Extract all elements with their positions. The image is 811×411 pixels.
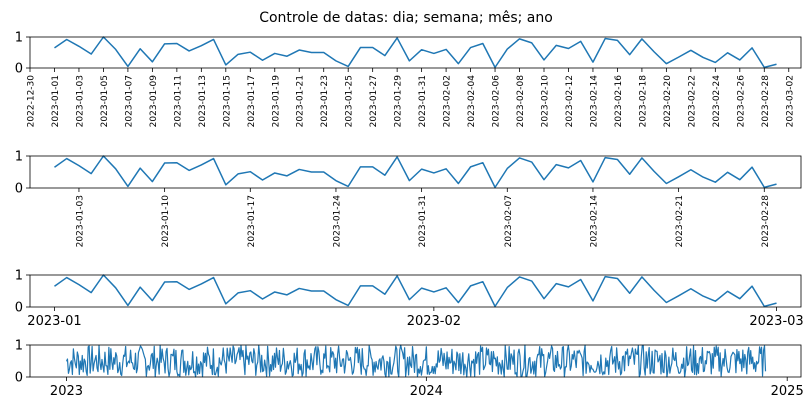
- axes-frame: [29, 36, 802, 69]
- y-tick-label: 1: [15, 339, 23, 354]
- x-tick-label: 2023-01: [27, 314, 81, 329]
- series-line: [54, 155, 777, 189]
- x-tick-label: 2023-02-20: [663, 75, 673, 128]
- subplot-day: 0 1 2022-12-30 2023-01-01 2023-01-03 2023-01-…: [15, 31, 802, 128]
- x-tick-label: 2023-02-12: [565, 75, 575, 127]
- x-tick-label: 2023-01-11: [173, 75, 183, 127]
- x-tick-label: 2023-02-04: [467, 75, 477, 128]
- y-tick-label: 0: [15, 301, 23, 316]
- figure-title: Controle de datas: dia; semana; mês; ano: [259, 10, 553, 26]
- x-tick-label: 2023-01-13: [198, 75, 208, 127]
- y-tick-label: 0: [15, 182, 23, 197]
- x-tick-label: 2023-01-25: [345, 75, 355, 127]
- x-tick-label: 2023-02-14: [589, 195, 599, 248]
- x-tick-label: 2023-02-21: [675, 195, 685, 247]
- subplot-year: 0 1 2023 2024 2025: [15, 339, 804, 400]
- x-tick-label: 2023-01-15: [222, 75, 232, 127]
- y-tick-label: 1: [15, 31, 23, 46]
- y-tick-label: 0: [15, 62, 23, 77]
- axes-frame: [29, 155, 802, 189]
- x-tick-label: 2023-01-09: [149, 75, 159, 128]
- x-tick-label: 2023-01-27: [369, 75, 379, 127]
- x-tick-label: 2023-02-02: [443, 75, 453, 127]
- x-tick-label: 2023-03: [749, 314, 803, 329]
- x-tick-label: 2023-02-24: [712, 75, 722, 128]
- x-tick-label: 2023-01-23: [320, 75, 330, 127]
- x-tick-label: 2023-01-31: [418, 195, 428, 247]
- x-tick-label: 2023-02-28: [761, 195, 771, 248]
- x-tick-label: 2023-01-31: [418, 75, 428, 127]
- x-tick-label: 2023-01-07: [124, 75, 134, 127]
- x-tick-label: 2023-02-06: [492, 75, 502, 128]
- x-tick-label: 2023-03-02: [785, 75, 795, 127]
- x-tick-label: 2023-01-05: [100, 75, 110, 127]
- x-tick-label: 2023-01-03: [75, 195, 85, 247]
- axes-frame: [29, 344, 802, 378]
- x-tick-label: 2023-01-17: [247, 75, 257, 127]
- x-tick-label: 2023-01-24: [332, 195, 342, 248]
- subplot-week: 0 1 2023-01-03 2023-01-10 2023-01-17 2023-01-…: [15, 150, 802, 248]
- x-tick-label: 2025: [771, 384, 804, 399]
- y-tick-label: 1: [15, 150, 23, 165]
- x-tick-label: 2023-02-28: [761, 75, 771, 128]
- axes-frame: [29, 274, 802, 308]
- x-tick-label: 2023-02-07: [504, 195, 514, 247]
- x-tick-label: 2023-01-01: [51, 75, 61, 127]
- y-tick-label: 0: [15, 371, 23, 386]
- x-tick-label: 2023-01-03: [75, 75, 85, 127]
- x-tick-label: 2023-01-21: [296, 75, 306, 127]
- x-tick-label: 2023-02-26: [736, 75, 746, 128]
- x-tick-label: 2023-01-17: [247, 195, 257, 247]
- x-tick-label: 2023-02-18: [638, 75, 648, 128]
- series-line: [65, 344, 767, 378]
- x-tick-label: 2023-02-16: [614, 75, 624, 128]
- x-tick-label: 2023-02-08: [516, 75, 526, 128]
- x-tick-label: 2023-01-19: [271, 75, 281, 128]
- x-tick-label: 2023: [50, 384, 83, 399]
- x-tick-label: 2023-01-10: [161, 195, 171, 248]
- x-tick-label: 2023-02-10: [541, 75, 551, 128]
- series-line: [54, 274, 777, 308]
- x-tick-label: 2023-02: [407, 314, 461, 329]
- y-tick-label: 1: [15, 269, 23, 284]
- x-tick-label: 2022-12-30: [27, 75, 37, 128]
- x-tick-label: 2023-02-14: [589, 75, 599, 128]
- x-tick-label: 2023-01-29: [394, 75, 404, 128]
- x-tick-label: 2024: [410, 384, 443, 399]
- x-tick-label: 2023-02-22: [687, 75, 697, 127]
- subplot-month: 0 1 2023-01 2023-02 2023-03: [15, 269, 804, 330]
- series-line: [54, 36, 777, 69]
